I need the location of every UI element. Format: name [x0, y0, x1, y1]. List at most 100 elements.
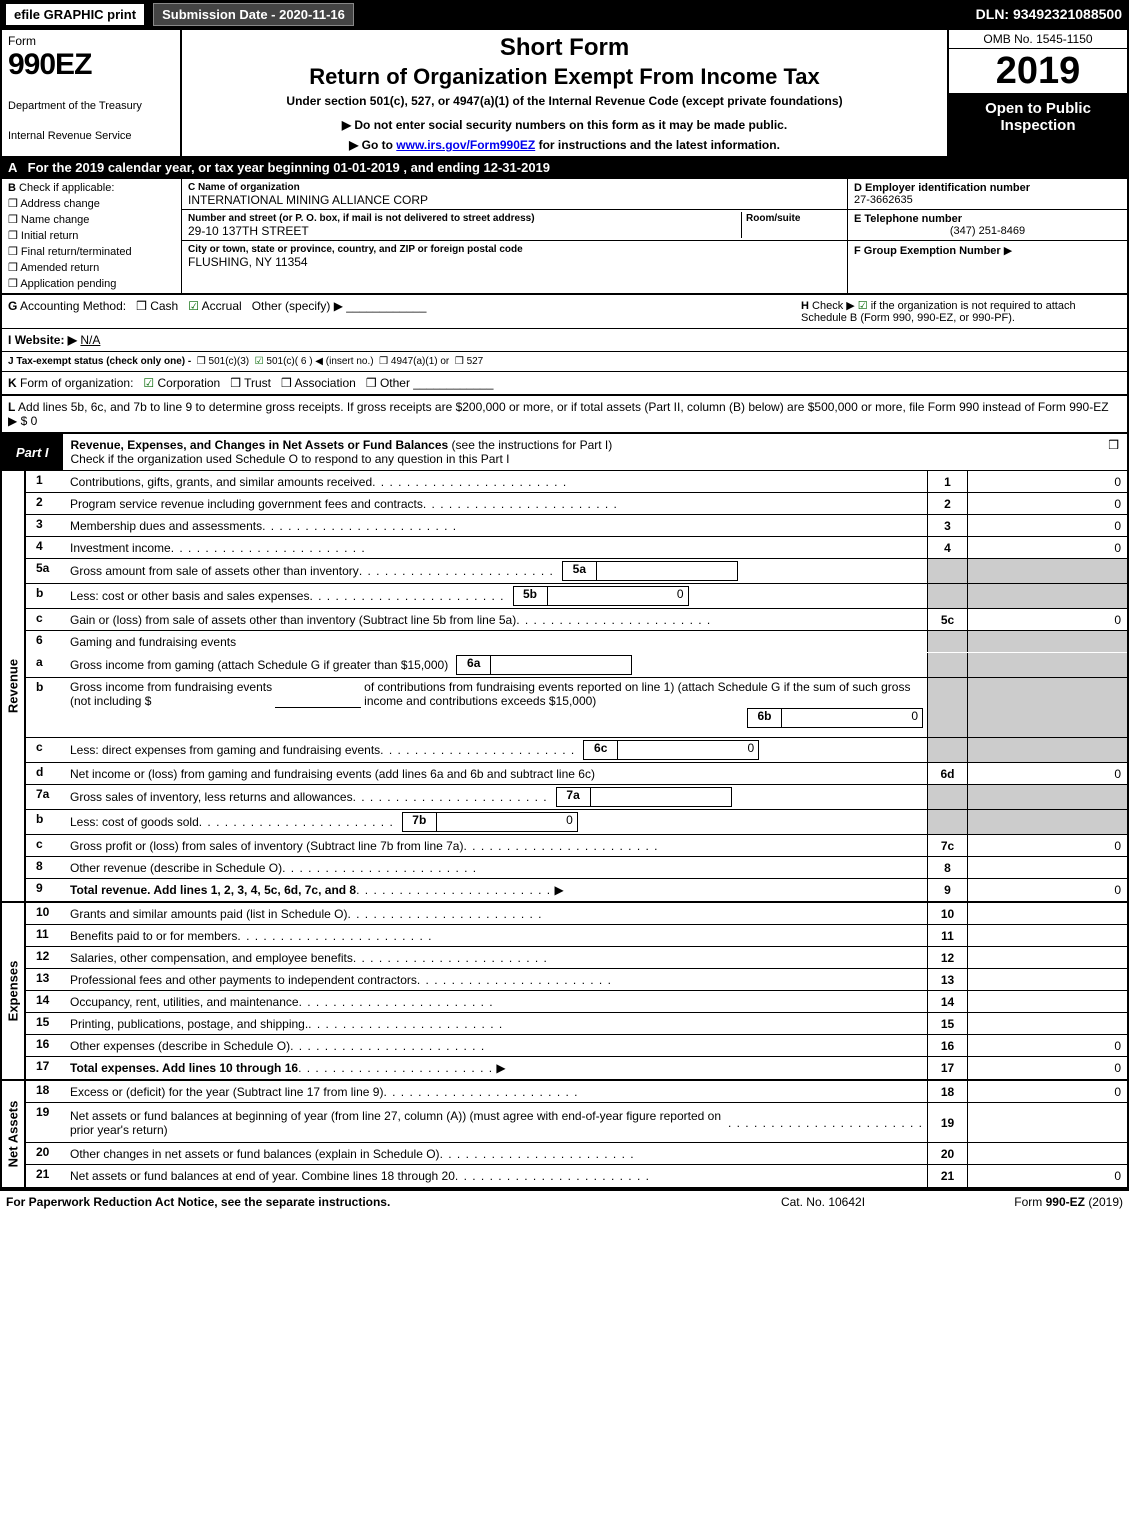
ln-6b-mb-lbl: 6b — [748, 709, 782, 727]
form-of-org-label: Form of organization: — [20, 376, 133, 390]
label-b: B — [8, 182, 16, 194]
line-6d: d Net income or (loss) from gaming and f… — [26, 763, 1127, 785]
row-j-tax-exempt: J Tax-exempt status (check only one) - 5… — [2, 352, 1127, 372]
part1-subtitle: (see the instructions for Part I) — [452, 438, 613, 452]
chk-amended-return[interactable]: Amended return — [8, 261, 175, 274]
ln-8-text: Other revenue (describe in Schedule O) — [70, 861, 282, 875]
part1-title: Revenue, Expenses, and Changes in Net As… — [71, 438, 449, 452]
dln-label: DLN: 93492321088500 — [976, 6, 1128, 22]
ln-5a-text: Gross amount from sale of assets other t… — [70, 564, 359, 578]
revenue-grid: Revenue 1 Contributions, gifts, grants, … — [2, 471, 1127, 903]
ln-21-text: Net assets or fund balances at end of ye… — [70, 1169, 455, 1183]
ln-17-val: 0 — [967, 1057, 1127, 1079]
ln-6d-num: d — [26, 763, 66, 784]
ln-5a-mb-lbl: 5a — [563, 562, 597, 580]
ln-6a-val-shade — [967, 653, 1127, 677]
ln-3-val: 0 — [967, 515, 1127, 536]
ln-18-val: 0 — [967, 1081, 1127, 1102]
label-g: G — [8, 299, 17, 313]
chk-accrual[interactable]: Accrual — [188, 299, 241, 313]
chk-name-change[interactable]: Name change — [8, 213, 175, 226]
ln-5a-box-shade — [927, 559, 967, 583]
ln-21-num: 21 — [26, 1165, 66, 1187]
group-exemption-label: Group Exemption Number — [864, 245, 1001, 257]
h-check-text: Check ▶ — [812, 300, 855, 312]
ln-5b-num: b — [26, 584, 66, 608]
ln-14-val — [967, 991, 1127, 1012]
ln-1-text: Contributions, gifts, grants, and simila… — [70, 475, 372, 489]
ln-7b-box-shade — [927, 810, 967, 834]
form-header: Form 990EZ Department of the Treasury In… — [2, 30, 1127, 158]
ln-5c-box: 5c — [927, 609, 967, 630]
ln-4-text: Investment income — [70, 541, 171, 555]
ln-19-num: 19 — [26, 1103, 66, 1142]
chk-cash[interactable]: Cash — [136, 299, 178, 313]
chk-initial-return[interactable]: Initial return — [8, 229, 175, 242]
under-section: Under section 501(c), 527, or 4947(a)(1)… — [188, 94, 941, 108]
part1-checkbox[interactable] — [1087, 434, 1127, 470]
ln-6a-mb-lbl: 6a — [457, 656, 491, 674]
line-12: 12 Salaries, other compensation, and emp… — [26, 947, 1127, 969]
submission-date-button[interactable]: Submission Date - 2020-11-16 — [153, 3, 354, 26]
ln-7c-val: 0 — [967, 835, 1127, 856]
part1-tag: Part I — [2, 434, 63, 470]
street-value: 29-10 137TH STREET — [188, 224, 309, 238]
ein-value: 27-3662635 — [854, 194, 913, 206]
label-k: K — [8, 376, 17, 390]
chk-trust[interactable]: Trust — [230, 376, 271, 390]
ln-6c-minibox: 6c0 — [583, 740, 759, 760]
ln-2-text: Program service revenue including govern… — [70, 497, 423, 511]
chk-schedule-b-not-required[interactable] — [858, 299, 868, 312]
ln-6b-box-shade — [927, 678, 967, 737]
chk-4947a1[interactable]: 4947(a)(1) or — [379, 356, 449, 367]
check-if-applicable: Check if applicable: — [19, 182, 114, 194]
ln-3-text: Membership dues and assessments — [70, 519, 262, 533]
chk-other-org[interactable]: Other — [366, 376, 410, 390]
group-exemption-arrow: ▶ — [1004, 245, 1012, 257]
ln-5c-text: Gain or (loss) from sale of assets other… — [70, 613, 516, 627]
efile-graphic-print-button[interactable]: efile GRAPHIC print — [5, 3, 145, 26]
ln-10-num: 10 — [26, 903, 66, 924]
chk-association[interactable]: Association — [281, 376, 356, 390]
ln-9-box: 9 — [927, 879, 967, 901]
ln-11-num: 11 — [26, 925, 66, 946]
chk-501c3[interactable]: 501(c)(3) — [197, 356, 249, 367]
ln-6-text: Gaming and fundraising events — [70, 635, 236, 649]
chk-address-change[interactable]: Address change — [8, 197, 175, 210]
line-17: 17 Total expenses. Add lines 10 through … — [26, 1057, 1127, 1079]
form-word: Form — [8, 34, 174, 48]
ln-5a-num: 5a — [26, 559, 66, 583]
tax-year: 2019 — [949, 49, 1127, 94]
ln-6-num: 6 — [26, 631, 66, 652]
ln-19-text: Net assets or fund balances at beginning… — [70, 1109, 728, 1137]
ln-5b-val-shade — [967, 584, 1127, 608]
org-name-row: C Name of organization INTERNATIONAL MIN… — [182, 179, 847, 210]
name-address-block: B Check if applicable: Address change Na… — [2, 179, 1127, 295]
ln-15-val — [967, 1013, 1127, 1034]
ln-21-box: 21 — [927, 1165, 967, 1187]
col-c-name-address: C Name of organization INTERNATIONAL MIN… — [182, 179, 847, 293]
chk-527[interactable]: 527 — [455, 356, 483, 367]
line-10: 10 Grants and similar amounts paid (list… — [26, 903, 1127, 925]
irs-link[interactable]: www.irs.gov/Form990EZ — [396, 138, 535, 152]
room-suite-label: Room/suite — [746, 213, 800, 224]
chk-501c[interactable]: 501(c)( 6 ) ◀ (insert no.) — [255, 356, 374, 367]
ln-7a-minibox: 7a — [556, 787, 732, 807]
line-5c: c Gain or (loss) from sale of assets oth… — [26, 609, 1127, 631]
chk-final-return[interactable]: Final return/terminated — [8, 245, 175, 258]
ln-15-box: 15 — [927, 1013, 967, 1034]
line-6a: a Gross income from gaming (attach Sched… — [26, 653, 1127, 678]
line-21: 21 Net assets or fund balances at end of… — [26, 1165, 1127, 1187]
line-5a: 5a Gross amount from sale of assets othe… — [26, 559, 1127, 584]
line-16: 16 Other expenses (describe in Schedule … — [26, 1035, 1127, 1057]
chk-corporation[interactable]: Corporation — [143, 376, 220, 390]
form-id-box: Form 990EZ Department of the Treasury In… — [2, 30, 182, 156]
form-meta-box: OMB No. 1545-1150 2019 Open to Public In… — [947, 30, 1127, 156]
ein-row: D Employer identification number 27-3662… — [848, 179, 1127, 210]
chk-application-pending[interactable]: Application pending — [8, 277, 175, 290]
ln-6b-minibox: 6b0 — [747, 708, 923, 728]
ln-6d-box: 6d — [927, 763, 967, 784]
ln-8-num: 8 — [26, 857, 66, 878]
ln-5c-val: 0 — [967, 609, 1127, 630]
label-l: L — [8, 400, 15, 414]
